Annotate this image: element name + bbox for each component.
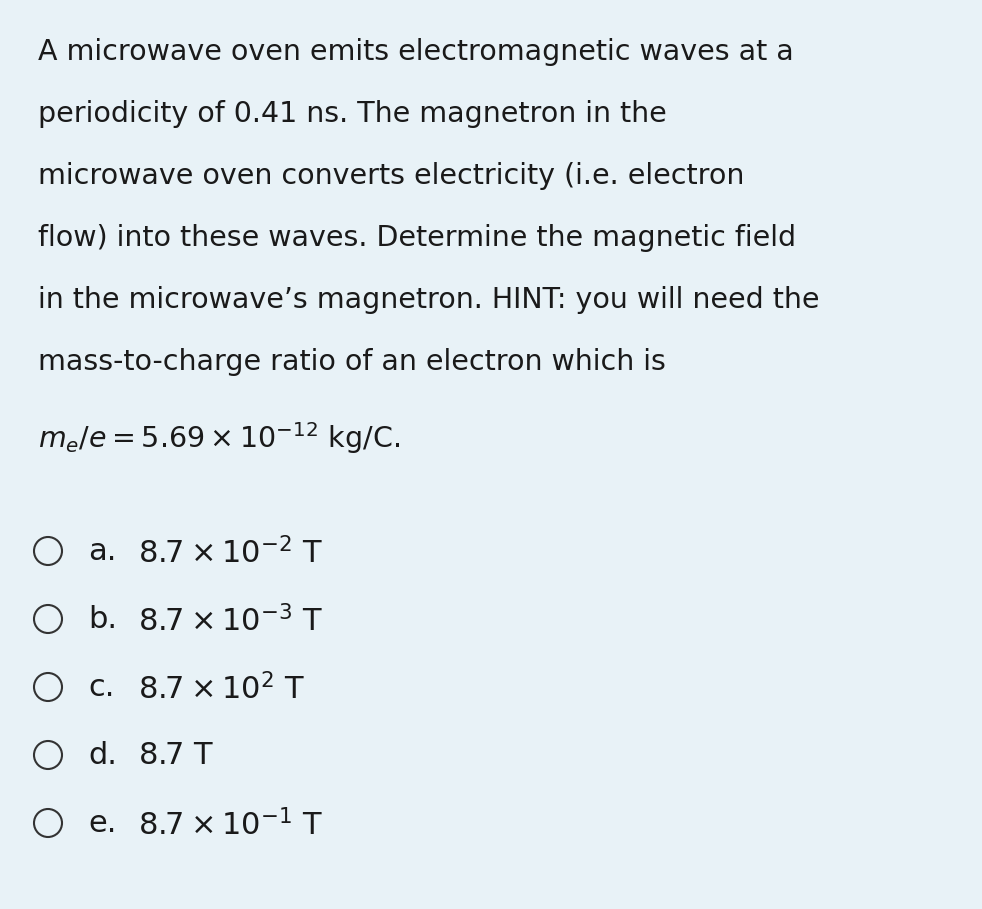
Text: $8.7 \times 10^{-2}$ T: $8.7 \times 10^{-2}$ T [138, 537, 323, 570]
Text: c.: c. [88, 673, 114, 702]
Text: A microwave oven emits electromagnetic waves at a: A microwave oven emits electromagnetic w… [38, 38, 793, 66]
Text: b.: b. [88, 605, 117, 634]
Text: in the microwave’s magnetron. HINT: you will need the: in the microwave’s magnetron. HINT: you … [38, 286, 820, 314]
Text: $8.7 \times 10^{2}$ T: $8.7 \times 10^{2}$ T [138, 673, 305, 705]
Text: periodicity of 0.41 ns. The magnetron in the: periodicity of 0.41 ns. The magnetron in… [38, 100, 667, 128]
Text: microwave oven converts electricity (i.e. electron: microwave oven converts electricity (i.e… [38, 162, 744, 190]
Text: mass-to-charge ratio of an electron which is: mass-to-charge ratio of an electron whic… [38, 348, 666, 376]
Text: e.: e. [88, 809, 117, 838]
Text: a.: a. [88, 537, 117, 566]
Text: $8.7$ T: $8.7$ T [138, 741, 214, 770]
Text: $m_e/e = 5.69 \times 10^{-12}$ kg/C.: $m_e/e = 5.69 \times 10^{-12}$ kg/C. [38, 420, 400, 456]
Text: $8.7 \times 10^{-3}$ T: $8.7 \times 10^{-3}$ T [138, 605, 323, 637]
Text: flow) into these waves. Determine the magnetic field: flow) into these waves. Determine the ma… [38, 224, 796, 252]
Text: $8.7 \times 10^{-1}$ T: $8.7 \times 10^{-1}$ T [138, 809, 323, 842]
Text: d.: d. [88, 741, 117, 770]
